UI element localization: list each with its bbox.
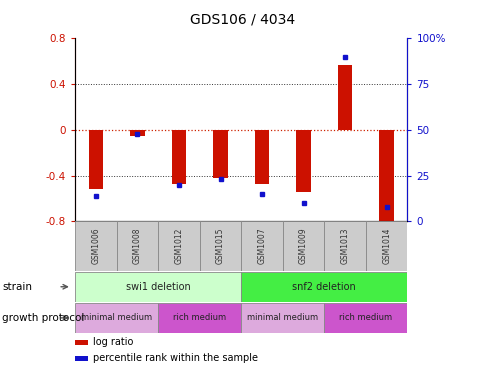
- Bar: [130, 130, 144, 136]
- Bar: [241, 221, 282, 271]
- Text: swi1 deletion: swi1 deletion: [125, 282, 190, 292]
- Text: growth protocol: growth protocol: [2, 313, 85, 323]
- Text: GSM1015: GSM1015: [215, 228, 225, 264]
- Bar: [89, 130, 103, 190]
- Bar: [75, 272, 241, 302]
- Text: GSM1007: GSM1007: [257, 228, 266, 265]
- Bar: [324, 221, 365, 271]
- Bar: [213, 130, 227, 178]
- Text: snf2 deletion: snf2 deletion: [292, 282, 355, 292]
- Bar: [365, 221, 407, 271]
- Bar: [75, 221, 117, 271]
- Bar: [75, 340, 88, 345]
- Text: GSM1008: GSM1008: [133, 228, 142, 264]
- Text: GSM1014: GSM1014: [381, 228, 390, 264]
- Bar: [171, 130, 186, 184]
- Bar: [75, 303, 158, 333]
- Text: rich medium: rich medium: [173, 313, 226, 322]
- Text: rich medium: rich medium: [339, 313, 392, 322]
- Text: percentile rank within the sample: percentile rank within the sample: [93, 354, 258, 363]
- Bar: [158, 221, 199, 271]
- Bar: [241, 272, 407, 302]
- Text: GSM1013: GSM1013: [340, 228, 349, 264]
- Bar: [241, 303, 324, 333]
- Bar: [337, 65, 352, 130]
- Text: GSM1012: GSM1012: [174, 228, 183, 264]
- Bar: [75, 356, 88, 361]
- Bar: [254, 130, 269, 184]
- Bar: [324, 303, 407, 333]
- Text: GDS106 / 4034: GDS106 / 4034: [190, 13, 294, 27]
- Bar: [158, 303, 241, 333]
- Bar: [378, 130, 393, 231]
- Text: minimal medium: minimal medium: [81, 313, 152, 322]
- Bar: [199, 221, 241, 271]
- Bar: [117, 221, 158, 271]
- Bar: [296, 130, 310, 192]
- Text: GSM1006: GSM1006: [91, 228, 100, 265]
- Bar: [282, 221, 324, 271]
- Text: minimal medium: minimal medium: [247, 313, 318, 322]
- Text: log ratio: log ratio: [93, 337, 134, 347]
- Text: GSM1009: GSM1009: [299, 228, 307, 265]
- Text: strain: strain: [2, 282, 32, 292]
